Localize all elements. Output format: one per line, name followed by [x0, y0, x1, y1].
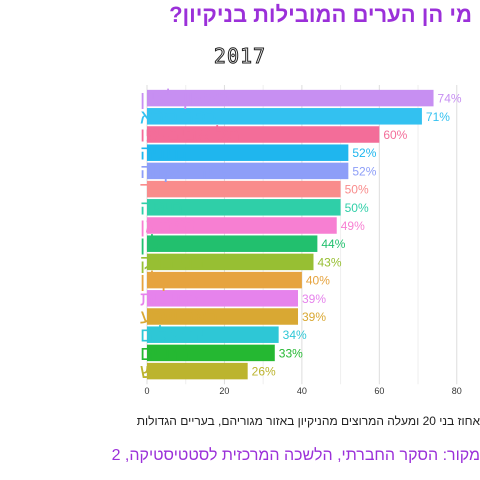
x-axis-label: אחוז בני 20 ומעלה המרוצים מהניקיון באזור… [136, 414, 480, 428]
value-label-15: 26% [252, 365, 276, 379]
value-label-5: 50% [345, 183, 369, 197]
value-label-14: 33% [279, 346, 303, 360]
category-label-6: חיפה [140, 197, 183, 219]
category-label-11: רחובות [140, 288, 199, 310]
bar-12 [147, 308, 299, 325]
value-labels: 74% 71% 60% 52% 52% 50% 50% 49% 44% 43% 40% 39% 39% 3… [252, 92, 462, 379]
bar-10 [147, 271, 302, 289]
category-label-15: בית שמש [140, 361, 219, 383]
x-tick-label-40: 40 [297, 386, 307, 396]
bar-14 [147, 344, 275, 362]
value-label-6: 50% [345, 201, 369, 215]
category-label-3: נתניה [140, 143, 187, 165]
category-label-9: בני ברק [140, 252, 205, 274]
category-label-10: אשקלון [140, 270, 200, 292]
category-label-8: חולון [140, 234, 179, 256]
value-label-1: 71% [426, 110, 450, 124]
value-label-7: 49% [341, 219, 365, 233]
bars [147, 89, 434, 380]
category-label-5: אשדוד [140, 179, 195, 201]
bar-1 [147, 108, 422, 125]
bar-8 [147, 235, 318, 252]
bar-3 [147, 144, 349, 161]
category-label-4: פתח תקווה [140, 161, 233, 183]
bar-5 [147, 180, 341, 198]
value-label-4: 52% [352, 164, 376, 178]
value-label-3: 52% [352, 146, 376, 160]
category-label-13: ירושלים [140, 325, 205, 347]
bar-13 [147, 326, 279, 343]
value-label-13: 34% [283, 328, 307, 342]
x-axis-ticks: 0 20 40 60 80 [144, 386, 461, 396]
value-label-11: 39% [302, 292, 326, 306]
source-note: מקור: הסקר החברתי, הלשכה המרכזית לסטטיסט… [111, 447, 480, 464]
x-tick-label-0: 0 [144, 386, 149, 396]
chart-subtitle: 2017 [213, 44, 267, 69]
category-label-0: ראשון לציון [140, 88, 230, 110]
category-label-7: רמת גן [140, 216, 197, 238]
category-label-14: בת ים [140, 343, 190, 365]
x-tick-label-20: 20 [219, 386, 229, 396]
bar-6 [147, 199, 341, 216]
category-label-2: תל אביב-יפו [140, 125, 240, 147]
page-title: מי הן הערים המובילות בניקיון? [169, 2, 472, 27]
value-label-12: 39% [302, 310, 326, 324]
category-label-12: באר שבע [140, 307, 219, 329]
x-tick-label-80: 80 [452, 386, 462, 396]
x-tick-label-60: 60 [374, 386, 384, 396]
value-label-9: 43% [318, 255, 342, 269]
bar-11 [147, 290, 299, 307]
bar-9 [147, 253, 314, 271]
bar-0 [147, 89, 434, 107]
bar-4 [147, 162, 349, 180]
value-label-8: 44% [321, 237, 345, 251]
bar-7 [147, 217, 337, 234]
value-label-10: 40% [306, 274, 330, 288]
value-label-0: 74% [438, 92, 462, 106]
bar-15 [147, 362, 248, 380]
value-label-2: 60% [383, 128, 407, 142]
category-label-1: כפר סבא [140, 106, 216, 128]
bar-2 [147, 126, 380, 143]
